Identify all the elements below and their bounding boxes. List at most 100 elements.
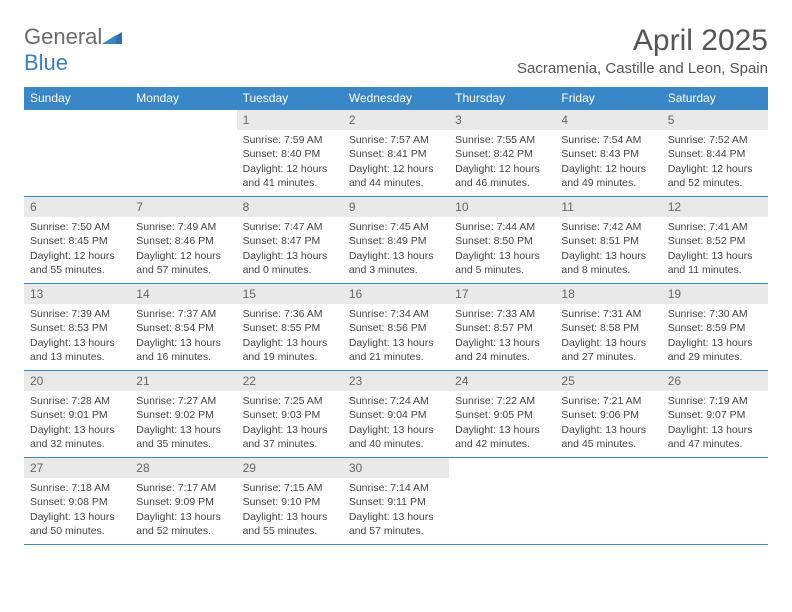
title-block: April 2025 Sacramenia, Castille and Leon… <box>517 24 768 77</box>
day-details: Sunrise: 7:21 AMSunset: 9:06 PMDaylight:… <box>555 391 661 456</box>
sunset-text: Sunset: 9:03 PM <box>243 408 337 422</box>
daylight-text: Daylight: 13 hours and 47 minutes. <box>668 423 762 451</box>
sunset-text: Sunset: 9:04 PM <box>349 408 443 422</box>
day-number: 11 <box>555 197 661 217</box>
sunrise-text: Sunrise: 7:49 AM <box>136 220 230 234</box>
day-details: Sunrise: 7:39 AMSunset: 8:53 PMDaylight:… <box>24 304 130 369</box>
day-details: Sunrise: 7:15 AMSunset: 9:10 PMDaylight:… <box>237 478 343 543</box>
sunrise-text: Sunrise: 7:17 AM <box>136 481 230 495</box>
day-number: 19 <box>662 284 768 304</box>
week-row: 6Sunrise: 7:50 AMSunset: 8:45 PMDaylight… <box>24 196 768 283</box>
day-details: Sunrise: 7:41 AMSunset: 8:52 PMDaylight:… <box>662 217 768 282</box>
sunset-text: Sunset: 8:49 PM <box>349 234 443 248</box>
day-number: 25 <box>555 371 661 391</box>
day-cell: 30Sunrise: 7:14 AMSunset: 9:11 PMDayligh… <box>343 458 449 544</box>
daylight-text: Daylight: 13 hours and 11 minutes. <box>668 249 762 277</box>
day-details: Sunrise: 7:54 AMSunset: 8:43 PMDaylight:… <box>555 130 661 195</box>
day-cell: 22 Sunrise: 7:25 AMSunset: 9:03 PMDayligh… <box>237 371 343 457</box>
day-details: Sunrise: 7:33 AMSunset: 8:57 PMDaylight:… <box>449 304 555 369</box>
daylight-text: Daylight: 12 hours and 55 minutes. <box>30 249 124 277</box>
sunrise-text: Sunrise: 7:15 AM <box>243 481 337 495</box>
brand-part1: General <box>24 24 102 49</box>
day-cell: 20Sunrise: 7:28 AMSunset: 9:01 PMDayligh… <box>24 371 130 457</box>
day-number: 17 <box>449 284 555 304</box>
daylight-text: Daylight: 13 hours and 24 minutes. <box>455 336 549 364</box>
day-cell <box>449 458 555 544</box>
day-cell: 24Sunrise: 7:22 AMSunset: 9:05 PMDayligh… <box>449 371 555 457</box>
day-cell: 3Sunrise: 7:55 AMSunset: 8:42 PMDaylight… <box>449 110 555 196</box>
day-number: 14 <box>130 284 236 304</box>
daylight-text: Daylight: 12 hours and 41 minutes. <box>243 162 337 190</box>
daylight-text: Daylight: 13 hours and 0 minutes. <box>243 249 337 277</box>
day-details: Sunrise: 7:19 AMSunset: 9:07 PMDaylight:… <box>662 391 768 456</box>
sunrise-text: Sunrise: 7:52 AM <box>668 133 762 147</box>
daylight-text: Daylight: 13 hours and 37 minutes. <box>243 423 337 451</box>
daylight-text: Daylight: 13 hours and 55 minutes. <box>243 510 337 538</box>
sunset-text: Sunset: 9:01 PM <box>30 408 124 422</box>
sunset-text: Sunset: 8:59 PM <box>668 321 762 335</box>
weekday-header: Monday <box>130 87 236 109</box>
daylight-text: Daylight: 12 hours and 44 minutes. <box>349 162 443 190</box>
day-cell: 10Sunrise: 7:44 AMSunset: 8:50 PMDayligh… <box>449 197 555 283</box>
sunrise-text: Sunrise: 7:27 AM <box>136 394 230 408</box>
day-cell: 27Sunrise: 7:18 AMSunset: 9:08 PMDayligh… <box>24 458 130 544</box>
daylight-text: Daylight: 13 hours and 5 minutes. <box>455 249 549 277</box>
week-row: 20Sunrise: 7:28 AMSunset: 9:01 PMDayligh… <box>24 370 768 457</box>
week-row: 13Sunrise: 7:39 AMSunset: 8:53 PMDayligh… <box>24 283 768 370</box>
sunrise-text: Sunrise: 7:59 AM <box>243 133 337 147</box>
sunset-text: Sunset: 8:46 PM <box>136 234 230 248</box>
sunrise-text: Sunrise: 7:45 AM <box>349 220 443 234</box>
day-details: Sunrise: 7:18 AMSunset: 9:08 PMDaylight:… <box>24 478 130 543</box>
day-cell: 29Sunrise: 7:15 AMSunset: 9:10 PMDayligh… <box>237 458 343 544</box>
day-cell <box>662 458 768 544</box>
day-cell: 26Sunrise: 7:19 AMSunset: 9:07 PMDayligh… <box>662 371 768 457</box>
day-cell <box>130 110 236 196</box>
location: Sacramenia, Castille and Leon, Spain <box>517 60 768 77</box>
day-cell: 8Sunrise: 7:47 AMSunset: 8:47 PMDaylight… <box>237 197 343 283</box>
daylight-text: Daylight: 12 hours and 57 minutes. <box>136 249 230 277</box>
sunrise-text: Sunrise: 7:31 AM <box>561 307 655 321</box>
sunset-text: Sunset: 8:47 PM <box>243 234 337 248</box>
weekday-header-row: Sunday Monday Tuesday Wednesday Thursday… <box>24 87 768 109</box>
day-details: Sunrise: 7:42 AMSunset: 8:51 PMDaylight:… <box>555 217 661 282</box>
day-details: Sunrise: 7:55 AMSunset: 8:42 PMDaylight:… <box>449 130 555 195</box>
day-number: 15 <box>237 284 343 304</box>
sunset-text: Sunset: 8:43 PM <box>561 147 655 161</box>
day-cell: 9Sunrise: 7:45 AMSunset: 8:49 PMDaylight… <box>343 197 449 283</box>
day-number: 3 <box>449 110 555 130</box>
sunset-text: Sunset: 9:11 PM <box>349 495 443 509</box>
sunrise-text: Sunrise: 7:25 AM <box>243 394 337 408</box>
sunset-text: Sunset: 8:41 PM <box>349 147 443 161</box>
day-details: Sunrise: 7:14 AMSunset: 9:11 PMDaylight:… <box>343 478 449 543</box>
day-number: 4 <box>555 110 661 130</box>
day-details: Sunrise: 7:52 AMSunset: 8:44 PMDaylight:… <box>662 130 768 195</box>
sunrise-text: Sunrise: 7:41 AM <box>668 220 762 234</box>
sunset-text: Sunset: 8:40 PM <box>243 147 337 161</box>
daylight-text: Daylight: 13 hours and 42 minutes. <box>455 423 549 451</box>
day-details: Sunrise: 7:36 AMSunset: 8:55 PMDaylight:… <box>237 304 343 369</box>
sunrise-text: Sunrise: 7:33 AM <box>455 307 549 321</box>
sunrise-text: Sunrise: 7:47 AM <box>243 220 337 234</box>
day-cell: 7Sunrise: 7:49 AMSunset: 8:46 PMDaylight… <box>130 197 236 283</box>
day-number: 16 <box>343 284 449 304</box>
day-cell: 17Sunrise: 7:33 AMSunset: 8:57 PMDayligh… <box>449 284 555 370</box>
day-number: 6 <box>24 197 130 217</box>
weeks-container: 1Sunrise: 7:59 AMSunset: 8:40 PMDaylight… <box>24 109 768 545</box>
week-row: 1Sunrise: 7:59 AMSunset: 8:40 PMDaylight… <box>24 109 768 196</box>
daylight-text: Daylight: 13 hours and 21 minutes. <box>349 336 443 364</box>
day-cell <box>555 458 661 544</box>
day-details: Sunrise: 7:57 AMSunset: 8:41 PMDaylight:… <box>343 130 449 195</box>
calendar: Sunday Monday Tuesday Wednesday Thursday… <box>24 87 768 545</box>
day-number: 2 <box>343 110 449 130</box>
sunrise-text: Sunrise: 7:55 AM <box>455 133 549 147</box>
sunrise-text: Sunrise: 7:30 AM <box>668 307 762 321</box>
day-number: 22 <box>237 371 343 391</box>
day-cell: 18Sunrise: 7:31 AMSunset: 8:58 PMDayligh… <box>555 284 661 370</box>
day-number: 5 <box>662 110 768 130</box>
sunrise-text: Sunrise: 7:44 AM <box>455 220 549 234</box>
daylight-text: Daylight: 13 hours and 8 minutes. <box>561 249 655 277</box>
sunset-text: Sunset: 9:06 PM <box>561 408 655 422</box>
sunset-text: Sunset: 8:54 PM <box>136 321 230 335</box>
sunset-text: Sunset: 9:02 PM <box>136 408 230 422</box>
day-details: Sunrise: 7:34 AMSunset: 8:56 PMDaylight:… <box>343 304 449 369</box>
